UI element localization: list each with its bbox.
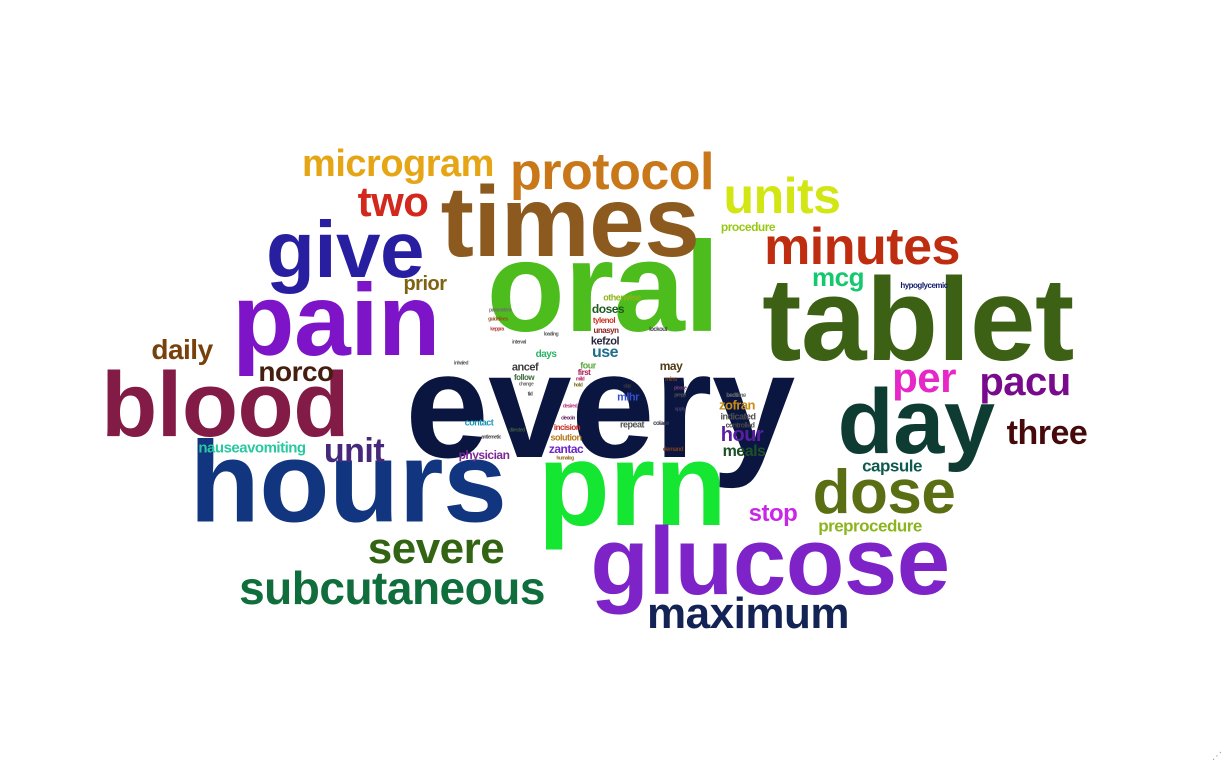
word-repeat: repeat xyxy=(619,419,645,430)
word-tid: tid xyxy=(527,391,533,398)
word-preprocedure: preprocedure xyxy=(818,516,922,536)
word-prepp: prepp xyxy=(674,392,686,399)
word-apply: apply xyxy=(674,406,686,413)
word-controlled: controlled xyxy=(725,422,755,430)
word-norco: norco xyxy=(258,356,334,387)
word-physician: physician xyxy=(458,448,510,462)
resize-grip-icon[interactable]: ⋰ xyxy=(1212,751,1222,762)
word-colace: colace xyxy=(653,421,669,427)
word-incision: incision xyxy=(553,423,581,432)
word-pacu: pacu xyxy=(979,360,1071,404)
word-blood: blood xyxy=(101,354,349,456)
word-zofran: zofran xyxy=(719,397,756,413)
word-daily: daily xyxy=(151,334,213,365)
word-please: please xyxy=(673,385,687,392)
word-dose: dose xyxy=(812,458,956,527)
word-kefzol: kefzol xyxy=(590,335,620,348)
word-per: per xyxy=(892,354,956,401)
word-solution: solution xyxy=(550,432,583,443)
word-loading: loading xyxy=(543,331,559,338)
word-cleocin: cleocin xyxy=(561,415,575,422)
word-follow: follow xyxy=(513,373,535,382)
word-indicated: indicated xyxy=(720,411,756,422)
word-hold: hold xyxy=(573,382,583,389)
word-oral: oral xyxy=(486,216,720,359)
word-demand: demand xyxy=(662,447,684,453)
word-ancef: ancef xyxy=(511,361,539,374)
word-otherwise: otherwise xyxy=(603,292,641,303)
word-desired: desired xyxy=(562,403,578,410)
word-antiemetic: antiemetic xyxy=(481,434,501,441)
word-zantac: zantac xyxy=(548,442,584,456)
word-tylenol: tylenol xyxy=(592,316,616,325)
word-mlhr: mlhr xyxy=(617,391,639,404)
word-microgram: microgram xyxy=(302,143,494,185)
word-bedtime: bedtime xyxy=(726,393,746,399)
word-inhaled: inhaled xyxy=(453,360,469,367)
word-humalog: humalog xyxy=(556,455,574,462)
word-units: units xyxy=(723,168,841,224)
word-give: give xyxy=(265,205,425,294)
word-stop: stop xyxy=(748,500,798,527)
word-contact: contact xyxy=(464,417,494,428)
word-interval: interval xyxy=(512,339,526,346)
word-doses: doses xyxy=(591,302,625,316)
word-day: day xyxy=(837,371,995,473)
word-glucose: glucose xyxy=(590,508,950,615)
word-keppra: keppra xyxy=(490,326,504,333)
word-protocol: protocol xyxy=(510,143,714,201)
word-hours: hours xyxy=(189,418,507,547)
word-sbp: sbp xyxy=(623,383,631,390)
word-use: use xyxy=(591,344,619,361)
word-severe: severe xyxy=(367,524,505,573)
word-two: two xyxy=(357,178,429,225)
word-guidelines: guidelines xyxy=(488,316,508,323)
word-lockout: lockout xyxy=(649,327,667,333)
word-change: change xyxy=(518,381,534,388)
word-days: days xyxy=(535,349,557,360)
word-unit: unit xyxy=(323,432,385,470)
word-capsule: capsule xyxy=(862,456,922,476)
word-may: may xyxy=(659,359,683,373)
word-prn: prn xyxy=(537,419,727,551)
word-every: every xyxy=(405,321,795,489)
word-meals: meals xyxy=(722,443,766,460)
word-minutes: minutes xyxy=(764,218,960,276)
word-mins: mins xyxy=(664,377,678,383)
word-directed: directed xyxy=(509,427,525,434)
word-subcutaneous: subcutaneous xyxy=(239,562,545,614)
word-tablet: tablet xyxy=(762,254,1074,386)
word-prior: prior xyxy=(403,273,447,295)
word-mild: mild xyxy=(575,376,585,383)
word-mcg: mcg xyxy=(812,262,864,292)
word-first: first xyxy=(577,368,591,377)
word-hour: hour xyxy=(720,424,764,446)
word-hypoglycemic: hypoglycemic xyxy=(900,281,948,290)
word-maximum: maximum xyxy=(647,589,849,638)
word-parameters: parameters xyxy=(489,307,511,314)
word-times: times xyxy=(440,166,700,278)
word-three: three xyxy=(1006,414,1088,452)
word-procedure: procedure xyxy=(720,220,776,234)
word-unasyn: unasyn xyxy=(593,326,619,335)
word-pain: pain xyxy=(232,263,440,377)
word-nauseavomiting: nauseavomiting xyxy=(198,439,306,457)
word-four: four xyxy=(580,360,596,371)
